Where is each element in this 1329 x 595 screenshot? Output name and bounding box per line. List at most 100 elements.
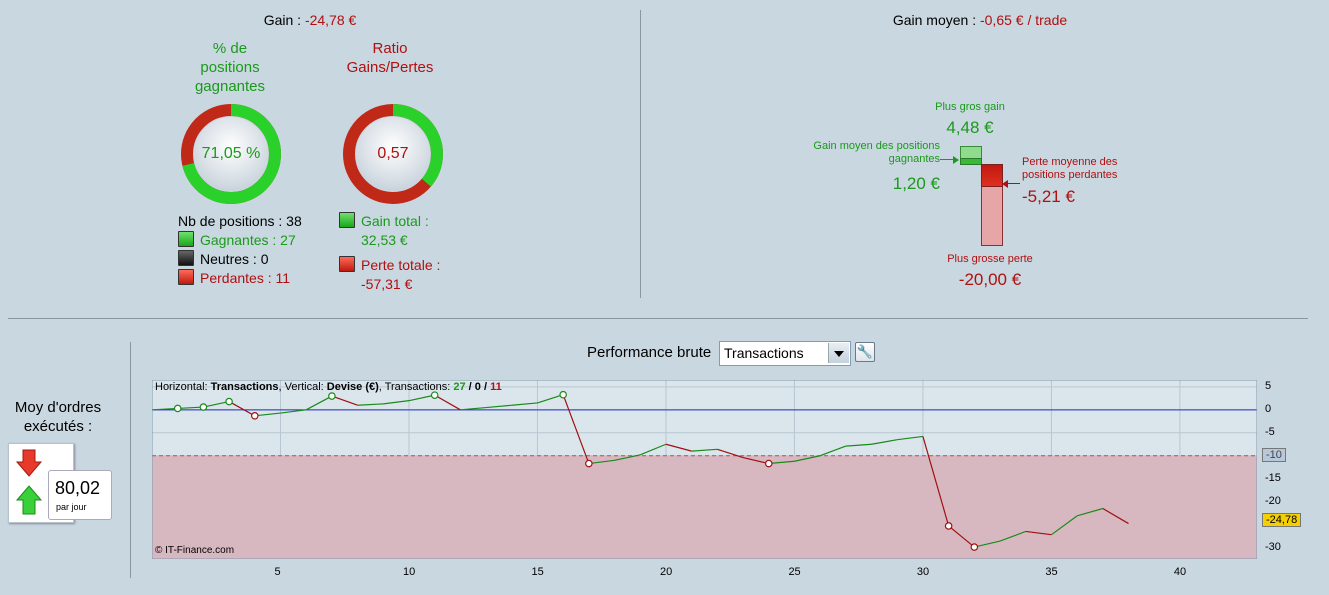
series-segment [948, 525, 975, 548]
pct-title-line: gagnantes [194, 78, 266, 95]
series-segment [1076, 507, 1103, 517]
series-markers [173, 390, 979, 551]
gain-moyen-label-line: gagnantes [888, 153, 940, 165]
divider-vertical-top [640, 10, 641, 298]
perte-totale: Perte totale : [339, 256, 489, 275]
average-gain-value: -0,65 € / trade [979, 12, 1068, 28]
gain-total-label: Gain total : [361, 213, 429, 229]
series-segment [254, 412, 281, 417]
x-tick-label: 30 [916, 566, 930, 578]
series-segment [280, 409, 307, 414]
up-down-arrows-icon [15, 449, 43, 515]
perte-moyenne-label-line: positions perdantes [1022, 169, 1118, 181]
red-square-icon [178, 269, 194, 285]
ratio-title: Ratio Gains/Pertes [330, 39, 450, 77]
series-segment [305, 395, 333, 411]
data-point [250, 411, 259, 420]
neutres-label: Neutres : 0 [200, 251, 269, 267]
plus-gros-gain-label: Plus gros gain [935, 101, 1005, 113]
chart-info: Horizontal: Transactions, Vertical: Devi… [155, 381, 502, 393]
gain-moyen-value: 1,20 € [892, 174, 940, 193]
ratio-value: 0,57 [377, 145, 409, 162]
plus-grosse-perte-label: Plus grosse perte [947, 253, 1033, 265]
series-segment [357, 403, 384, 406]
series-segment [460, 406, 487, 411]
x-tick-label: 15 [531, 566, 544, 578]
series-segment [614, 454, 641, 461]
series-segment [768, 460, 795, 465]
pct-title-line: positions [200, 59, 260, 76]
chevron-down-icon[interactable] [828, 343, 849, 363]
legend-neutres: Neutres : 0 [178, 250, 348, 269]
info-v-val: Devise (€) [326, 381, 379, 393]
perte-moyenne-value: -5,21 € [1022, 187, 1075, 206]
gain-summary: Gain : -24,78 € [180, 12, 440, 28]
black-square-icon [178, 250, 194, 266]
pct-winning-value: 71,05 % [201, 145, 261, 162]
transactions-select[interactable]: Transactions [719, 341, 851, 366]
perte-moyenne-bar [981, 164, 1003, 187]
donut-win-arc [343, 104, 443, 204]
info-loss: 11 [490, 381, 502, 393]
pct-title-line: % de [212, 40, 248, 57]
loss-zone [152, 455, 1257, 559]
divider-vertical-bottom [130, 342, 131, 578]
gain-total: Gain total : [339, 212, 489, 231]
perdantes-label: Perdantes : 11 [200, 270, 291, 286]
series-segment [486, 404, 512, 409]
series-segment [537, 394, 564, 404]
gagnantes-label: Gagnantes : 27 [200, 232, 296, 248]
ratio-donut [343, 104, 443, 204]
series-segment [177, 406, 204, 410]
perte-totale-value: -57,31 € [361, 276, 413, 292]
donut-center [194, 117, 268, 191]
info-v: , Vertical: [278, 381, 327, 393]
gain-moyen-label: Gain moyen des positions gagnantes [800, 140, 940, 166]
series-segment [383, 400, 410, 405]
arrow-right-icon [953, 156, 959, 164]
series-segment [203, 400, 230, 408]
series-segment [1102, 507, 1129, 525]
performance-chart [152, 380, 1257, 559]
y-tick-label: -15 [1265, 471, 1281, 484]
series-segment [922, 436, 950, 527]
series-segment [640, 443, 667, 456]
series-segment [228, 401, 256, 417]
perte-moyenne-arrow [1004, 183, 1020, 184]
series-segment [794, 455, 821, 462]
x-tick-label: 35 [1045, 566, 1058, 578]
gain-value: -24,78 € [304, 12, 357, 28]
info-h: Horizontal: [155, 381, 211, 393]
series-segment [1025, 530, 1052, 536]
info-win: 27 [453, 381, 466, 393]
legend-gagnantes: Gagnantes : 27 [178, 231, 348, 250]
data-point [430, 391, 439, 399]
orders-unit: par jour [56, 502, 87, 512]
y-tick-label: -20 [1265, 494, 1281, 507]
orders-value-box: 80,02 par jour [48, 470, 112, 520]
orders-value: 80,02 [55, 478, 101, 498]
plus-gros-gain-value: 4,48 € [946, 118, 994, 137]
wrench-settings-button[interactable]: 🔧 [855, 342, 875, 362]
x-tick-label: 20 [659, 566, 673, 578]
orders-icon-card [8, 443, 74, 523]
ratio-title-line: Gains/Pertes [346, 59, 434, 76]
series-line [152, 394, 1129, 548]
select-value: Transactions [724, 345, 804, 361]
performance-title: Performance brute [587, 344, 712, 361]
red-square-icon [339, 256, 355, 272]
series-segment [562, 394, 590, 464]
series-segment [665, 443, 692, 452]
y-tick-label: 0 [1265, 402, 1272, 415]
data-point [199, 403, 208, 411]
average-gain: Gain moyen : -0,65 € / trade [820, 12, 1140, 28]
y-tick-label: -30 [1265, 540, 1281, 553]
series-segment [1051, 515, 1078, 536]
orders-title-line: exécutés : [23, 418, 93, 435]
orders-title: Moy d'ordres exécutés : [0, 398, 116, 436]
plus-grosse-perte-value: -20,00 € [958, 270, 1022, 289]
copyright: © IT-Finance.com [155, 545, 235, 556]
info-t: , Transactions: [378, 381, 454, 393]
orders-title-line: Moy d'ordres [14, 399, 102, 416]
series-segment [717, 448, 744, 459]
